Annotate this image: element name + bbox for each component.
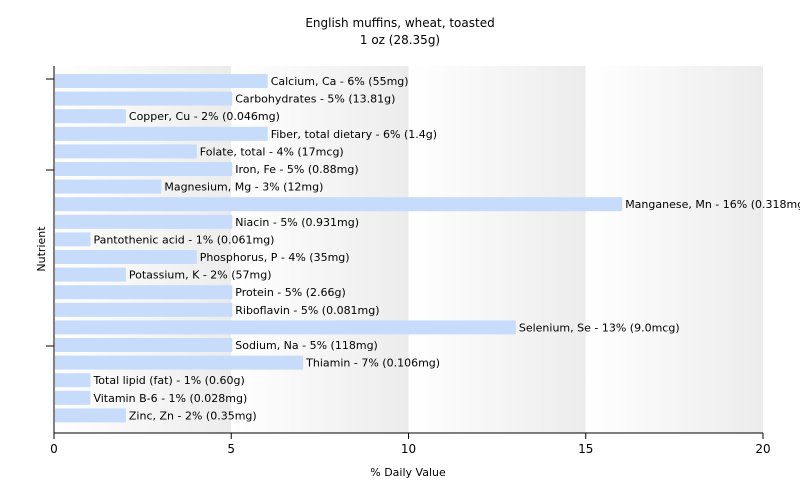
data-label: Calcium, Ca - 6% (55mg) [271, 75, 409, 88]
bar-labels: Calcium, Ca - 6% (55mg) Carbohydrates - 5… [92, 75, 800, 422]
data-label: Total lipid (fat) - 1% (0.60g) [92, 374, 244, 387]
data-label: Copper, Cu - 2% (0.046mg) [129, 110, 280, 123]
bar [55, 338, 233, 352]
x-tick-label: 5 [227, 442, 235, 456]
data-label: Riboflavin - 5% (0.081mg) [235, 304, 379, 317]
data-label: Sodium, Na - 5% (118mg) [235, 339, 378, 352]
grid-band [585, 66, 763, 433]
data-label: Manganese, Mn - 16% (0.318mg) [625, 198, 800, 211]
x-tick-label: 15 [578, 442, 593, 456]
chart-subtitle: 1 oz (28.35g) [360, 33, 440, 47]
data-label: Magnesium, Mg - 3% (12mg) [164, 181, 323, 194]
data-label: Carbohydrates - 5% (13.81g) [235, 93, 395, 106]
data-label: Protein - 5% (2.66g) [235, 286, 346, 299]
chart-title: English muffins, wheat, toasted [305, 16, 494, 30]
data-label: Fiber, total dietary - 6% (1.4g) [271, 128, 437, 141]
x-tick-label: 10 [401, 442, 416, 456]
bar [55, 144, 197, 159]
bar [55, 267, 126, 282]
bar [55, 91, 233, 106]
bar [55, 109, 126, 124]
bar [55, 302, 233, 317]
bar [55, 373, 91, 388]
bar [55, 232, 91, 247]
bar [55, 126, 268, 141]
data-label: Selenium, Se - 13% (9.0mcg) [519, 321, 680, 334]
bar-series [55, 74, 623, 423]
bar [55, 250, 197, 264]
bar [55, 162, 233, 176]
bar [55, 74, 268, 88]
y-axis-title: Nutrient [35, 226, 48, 272]
data-label: Folate, total - 4% (17mcg) [200, 145, 344, 158]
x-axis-title: % Daily Value [370, 466, 446, 479]
bar [55, 355, 304, 370]
x-tick-label: 20 [755, 442, 770, 456]
bar [55, 390, 91, 405]
data-label: Vitamin B-6 - 1% (0.028mg) [93, 392, 247, 405]
bar [55, 179, 162, 194]
data-label: Zinc, Zn - 2% (0.35mg) [129, 409, 257, 422]
data-label: Phosphorus, P - 4% (35mg) [200, 251, 350, 264]
bar [55, 320, 516, 335]
data-label: Iron, Fe - 5% (0.88mg) [235, 163, 358, 176]
data-label: Pantothenic acid - 1% (0.061mg) [93, 233, 274, 246]
data-label: Potassium, K - 2% (57mg) [129, 269, 272, 282]
bar [55, 285, 233, 300]
bar [55, 197, 623, 212]
bar [55, 408, 126, 423]
bar [55, 214, 233, 229]
grid-band [408, 66, 586, 433]
x-tick-label: 0 [50, 442, 58, 456]
axes: 0 5 10 15 20 [46, 66, 771, 456]
data-label: Thiamin - 7% (0.106mg) [305, 357, 440, 370]
data-label: Niacin - 5% (0.931mg) [235, 216, 359, 229]
